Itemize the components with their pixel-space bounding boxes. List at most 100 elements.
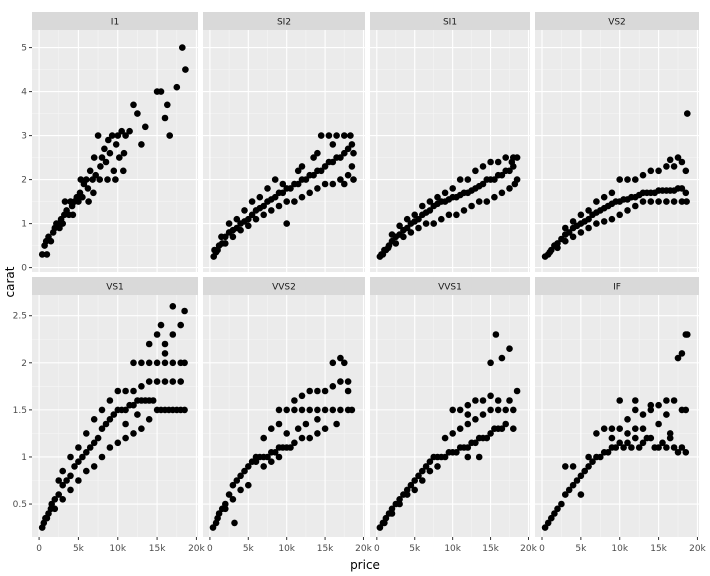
data-point: [161, 350, 169, 357]
data-point: [321, 425, 329, 433]
data-point: [130, 430, 137, 437]
data-point: [616, 211, 623, 219]
y-tick-label: 1: [21, 220, 27, 230]
data-point: [233, 477, 241, 484]
data-point: [114, 132, 122, 139]
data-point: [577, 229, 585, 236]
data-point: [75, 477, 82, 484]
data-point: [348, 406, 356, 414]
data-point: [130, 401, 137, 409]
x-tick-label: 10k: [278, 544, 295, 554]
data-point: [632, 397, 639, 404]
data-point: [283, 430, 291, 437]
data-point: [157, 88, 165, 95]
facet-panel-vs1: VS1 0.5 1 1.5 2 2.5 0 5k 10k 15k 20k: [13, 277, 206, 554]
data-point: [487, 359, 494, 367]
data-point: [98, 453, 106, 461]
data-point: [491, 193, 498, 201]
y-tick-label: 2: [21, 359, 27, 369]
data-point: [348, 141, 356, 148]
data-point: [94, 132, 102, 139]
panel-background: [203, 295, 365, 537]
facet-panel-vvs2: VVS2 0 5k 10k 15k 20k: [203, 277, 373, 554]
data-point: [92, 171, 99, 179]
data-point: [229, 481, 237, 489]
data-point: [69, 211, 77, 219]
data-point: [329, 406, 337, 414]
data-point: [222, 505, 229, 513]
data-point: [468, 202, 475, 210]
panel-background: [370, 30, 530, 272]
data-point: [90, 463, 98, 470]
data-point: [83, 430, 90, 437]
x-tick-label: 10k: [109, 544, 126, 554]
data-point: [426, 458, 434, 466]
data-point: [479, 411, 487, 418]
y-tick-label: 0: [21, 264, 27, 274]
x-tick-label: 0: [36, 544, 42, 554]
data-point: [577, 211, 585, 219]
data-point: [573, 477, 581, 484]
data-point: [546, 248, 554, 256]
data-point: [569, 463, 577, 470]
data-point: [506, 185, 513, 192]
data-point: [670, 444, 678, 451]
data-point: [392, 240, 400, 247]
data-point: [479, 397, 487, 404]
data-point: [403, 215, 411, 223]
data-point: [279, 180, 287, 188]
data-point: [344, 145, 352, 153]
data-point: [77, 176, 85, 183]
data-point: [647, 198, 655, 205]
data-point: [612, 444, 620, 451]
data-point: [112, 176, 119, 183]
data-point: [663, 198, 670, 205]
data-point: [302, 176, 310, 183]
data-point: [142, 123, 149, 131]
data-point: [169, 331, 177, 338]
data-point: [682, 449, 690, 456]
data-point: [268, 425, 275, 433]
data-point: [291, 397, 298, 404]
data-point: [120, 149, 128, 157]
data-point: [411, 486, 419, 494]
panel-background: [535, 295, 699, 537]
data-point: [411, 211, 419, 219]
data-point: [655, 444, 662, 451]
data-point: [506, 397, 513, 404]
facet-strip-label: VS2: [608, 18, 626, 28]
data-point: [422, 220, 430, 227]
data-point: [508, 158, 516, 166]
data-point: [647, 401, 655, 409]
data-point: [98, 406, 106, 414]
data-point: [122, 387, 129, 395]
data-point: [666, 156, 674, 164]
data-point: [593, 220, 600, 227]
data-point: [487, 392, 494, 400]
data-point: [407, 481, 415, 489]
data-point: [329, 383, 337, 390]
data-point: [411, 477, 419, 484]
data-point: [145, 416, 153, 423]
data-point: [682, 189, 690, 197]
facet-strip-label: VVS2: [272, 283, 296, 293]
data-point: [616, 176, 623, 183]
data-point: [317, 132, 325, 139]
panel-background: [370, 295, 530, 537]
data-point: [403, 486, 411, 494]
data-point: [86, 444, 94, 451]
data-point: [337, 406, 344, 414]
data-point: [298, 434, 306, 442]
data-point: [632, 406, 639, 414]
data-point: [279, 189, 287, 197]
data-point: [122, 132, 129, 139]
data-point: [684, 110, 691, 117]
data-point: [498, 189, 506, 197]
y-tick-label: 2.5: [13, 312, 27, 322]
data-point: [502, 406, 510, 414]
data-point: [670, 198, 678, 205]
data-point: [541, 524, 549, 531]
data-point: [264, 185, 271, 192]
